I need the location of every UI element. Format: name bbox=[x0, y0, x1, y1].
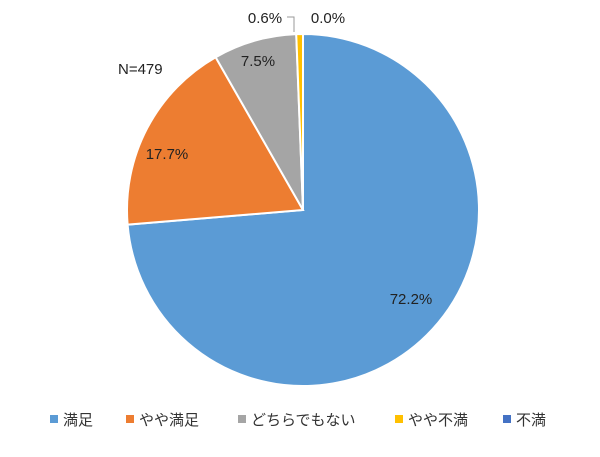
data-labels: 72.2% 17.7% 7.5% 0.6% 0.0% bbox=[146, 10, 433, 308]
leader-line-0-6 bbox=[287, 16, 295, 32]
legend: 満足 やや満足 どちらでもない やや不満 不満 bbox=[50, 411, 546, 429]
legend-swatch-4 bbox=[395, 415, 403, 423]
legend-swatch-3 bbox=[238, 415, 246, 423]
legend-swatch-1 bbox=[50, 415, 58, 423]
legend-label-1: 満足 bbox=[63, 411, 93, 429]
legend-swatch-2 bbox=[126, 415, 134, 423]
legend-label-2: やや満足 bbox=[139, 411, 199, 429]
data-label-1: 72.2% bbox=[390, 291, 433, 308]
legend-swatch-5 bbox=[503, 415, 511, 423]
data-label-4: 0.6% bbox=[248, 10, 282, 27]
legend-label-4: やや不満 bbox=[408, 411, 468, 429]
data-label-5: 0.0% bbox=[311, 10, 345, 27]
data-label-3: 7.5% bbox=[241, 53, 275, 70]
legend-label-5: 不満 bbox=[516, 411, 546, 429]
pie-slices bbox=[126, 32, 480, 387]
data-label-2: 17.7% bbox=[146, 146, 189, 163]
sample-size-annotation: N=479 bbox=[118, 61, 163, 78]
leader-lines bbox=[287, 16, 295, 32]
pie-slice-4 bbox=[295, 32, 304, 211]
legend-label-3: どちらでもない bbox=[251, 411, 356, 429]
pie-slice-2 bbox=[126, 55, 305, 226]
